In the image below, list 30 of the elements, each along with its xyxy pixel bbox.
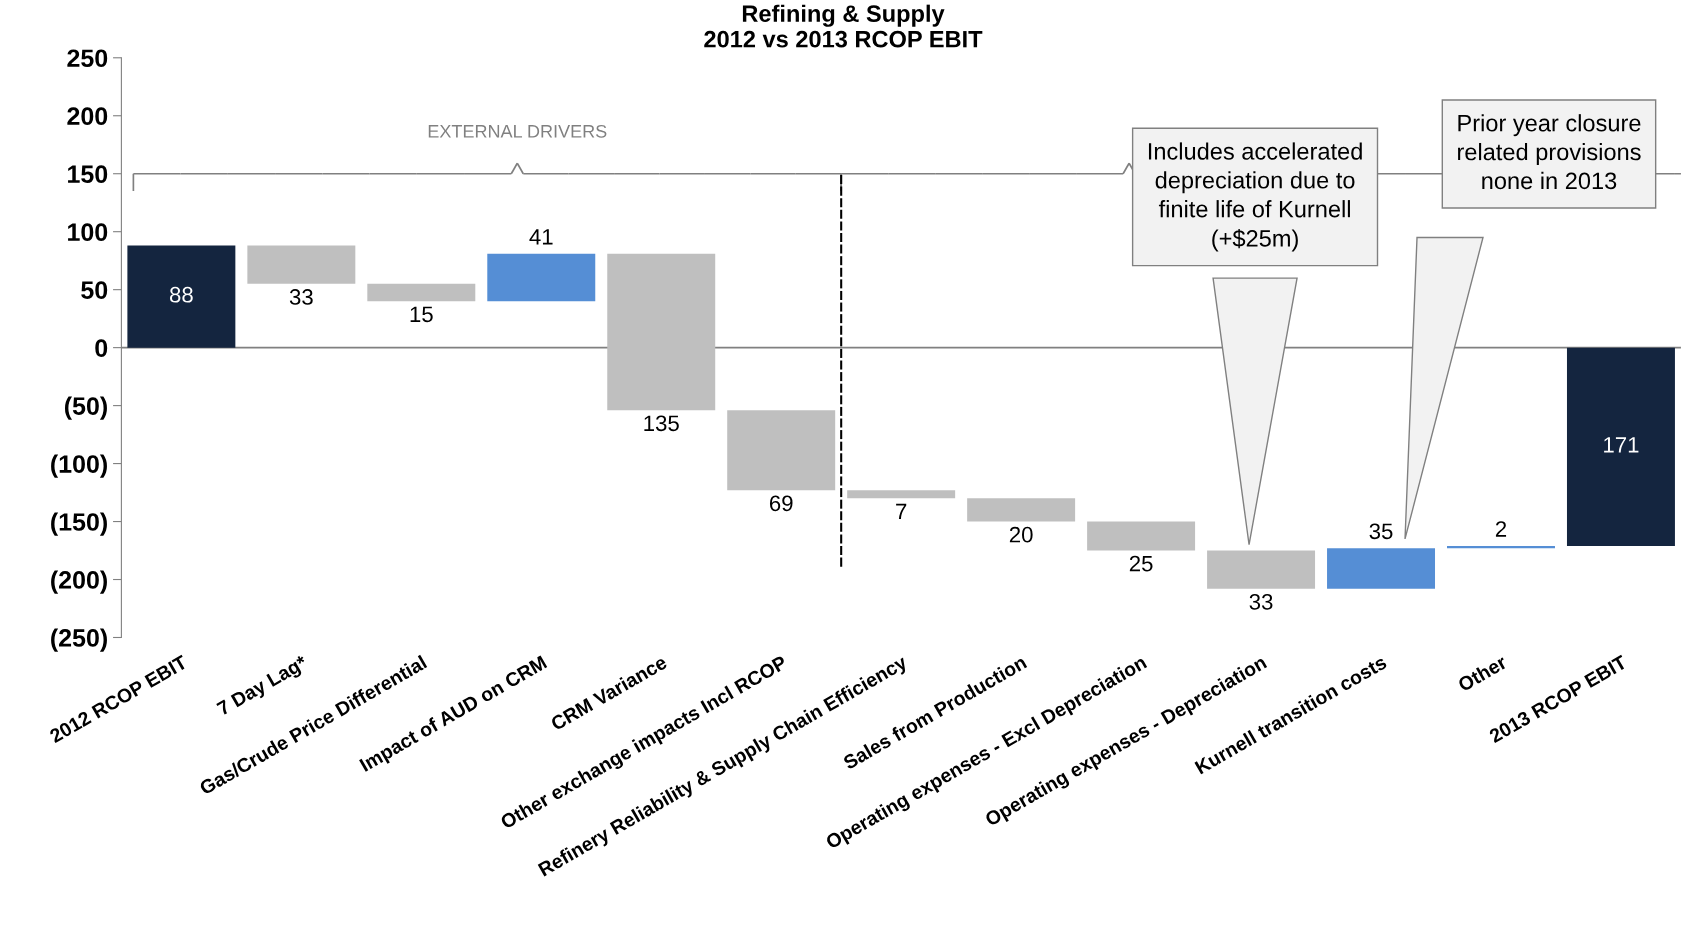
y-tick-label: 100 (68, 223, 108, 241)
y-tick-label: 0 (95, 339, 108, 357)
data-label: 2 (1495, 521, 1507, 537)
data-label: 25 (1129, 555, 1153, 572)
y-tick-label: 150 (68, 165, 108, 184)
y-tick-label: 200 (67, 107, 108, 126)
x-tick-label: 7 Day Lag* (216, 654, 311, 720)
data-label: 88 (169, 286, 193, 303)
annotation: EXTERNAL DRIVERS (428, 124, 607, 138)
data-label: 171 (1604, 437, 1639, 453)
y-tick-label: (100) (51, 454, 107, 478)
y-tick-label: (200) (51, 570, 107, 594)
data-label: 15 (410, 306, 433, 323)
chart-title: Refining & Supply 2012 vs 2013 RCOP EBIT (704, 4, 983, 48)
data-label: 69 (769, 495, 793, 512)
data-label: 35 (1369, 523, 1393, 540)
y-tick-label: 250 (67, 49, 108, 68)
data-label: 20 (1009, 526, 1033, 543)
y-tick-label: 50 (81, 281, 108, 299)
data-label: 7 (896, 503, 907, 520)
y-tick-label: (50) (64, 396, 107, 420)
y-tick-label: (150) (51, 512, 107, 536)
x-tick-label: Other (1456, 654, 1508, 693)
annotation: Includes accelerated depreciation due to finite life of Kurnell (+$25m) (1148, 142, 1362, 252)
y-tick-label: (250) (51, 628, 107, 652)
annotation: Prior year closure related provisions none in 2013 (1458, 114, 1641, 190)
data-label: 135 (644, 415, 679, 432)
data-label: 33 (1249, 594, 1273, 610)
data-label: 41 (529, 229, 553, 245)
data-label: 33 (289, 289, 313, 305)
